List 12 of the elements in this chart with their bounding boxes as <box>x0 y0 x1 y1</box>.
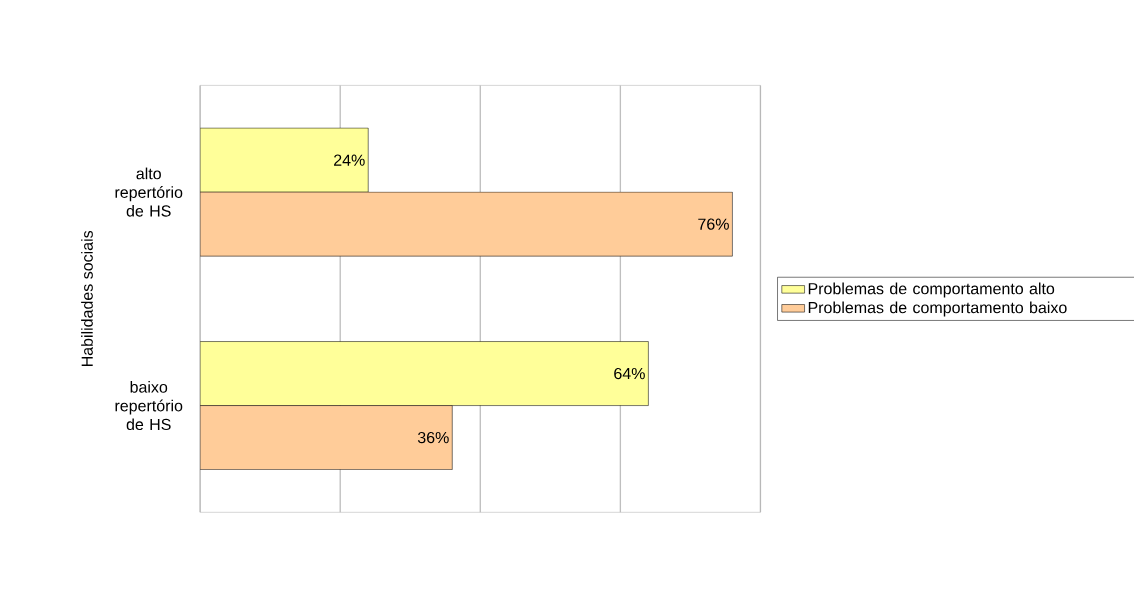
data-label: 76% <box>698 218 729 230</box>
legend-label: Problemas de comportamento baixo <box>808 301 1067 317</box>
y-axis-title: Habilidades sociais <box>81 230 93 366</box>
bar <box>200 341 649 406</box>
legend-label: Problemas de comportamento alto <box>808 282 1055 298</box>
y-tick-label: alto repertório de HS <box>115 167 183 217</box>
data-label: 24% <box>334 154 365 166</box>
bar <box>200 405 453 470</box>
data-label: 64% <box>614 367 645 380</box>
bar <box>200 191 733 257</box>
y-tick-label: baixo repertório de HS <box>115 380 183 430</box>
data-label: 36% <box>417 431 449 444</box>
